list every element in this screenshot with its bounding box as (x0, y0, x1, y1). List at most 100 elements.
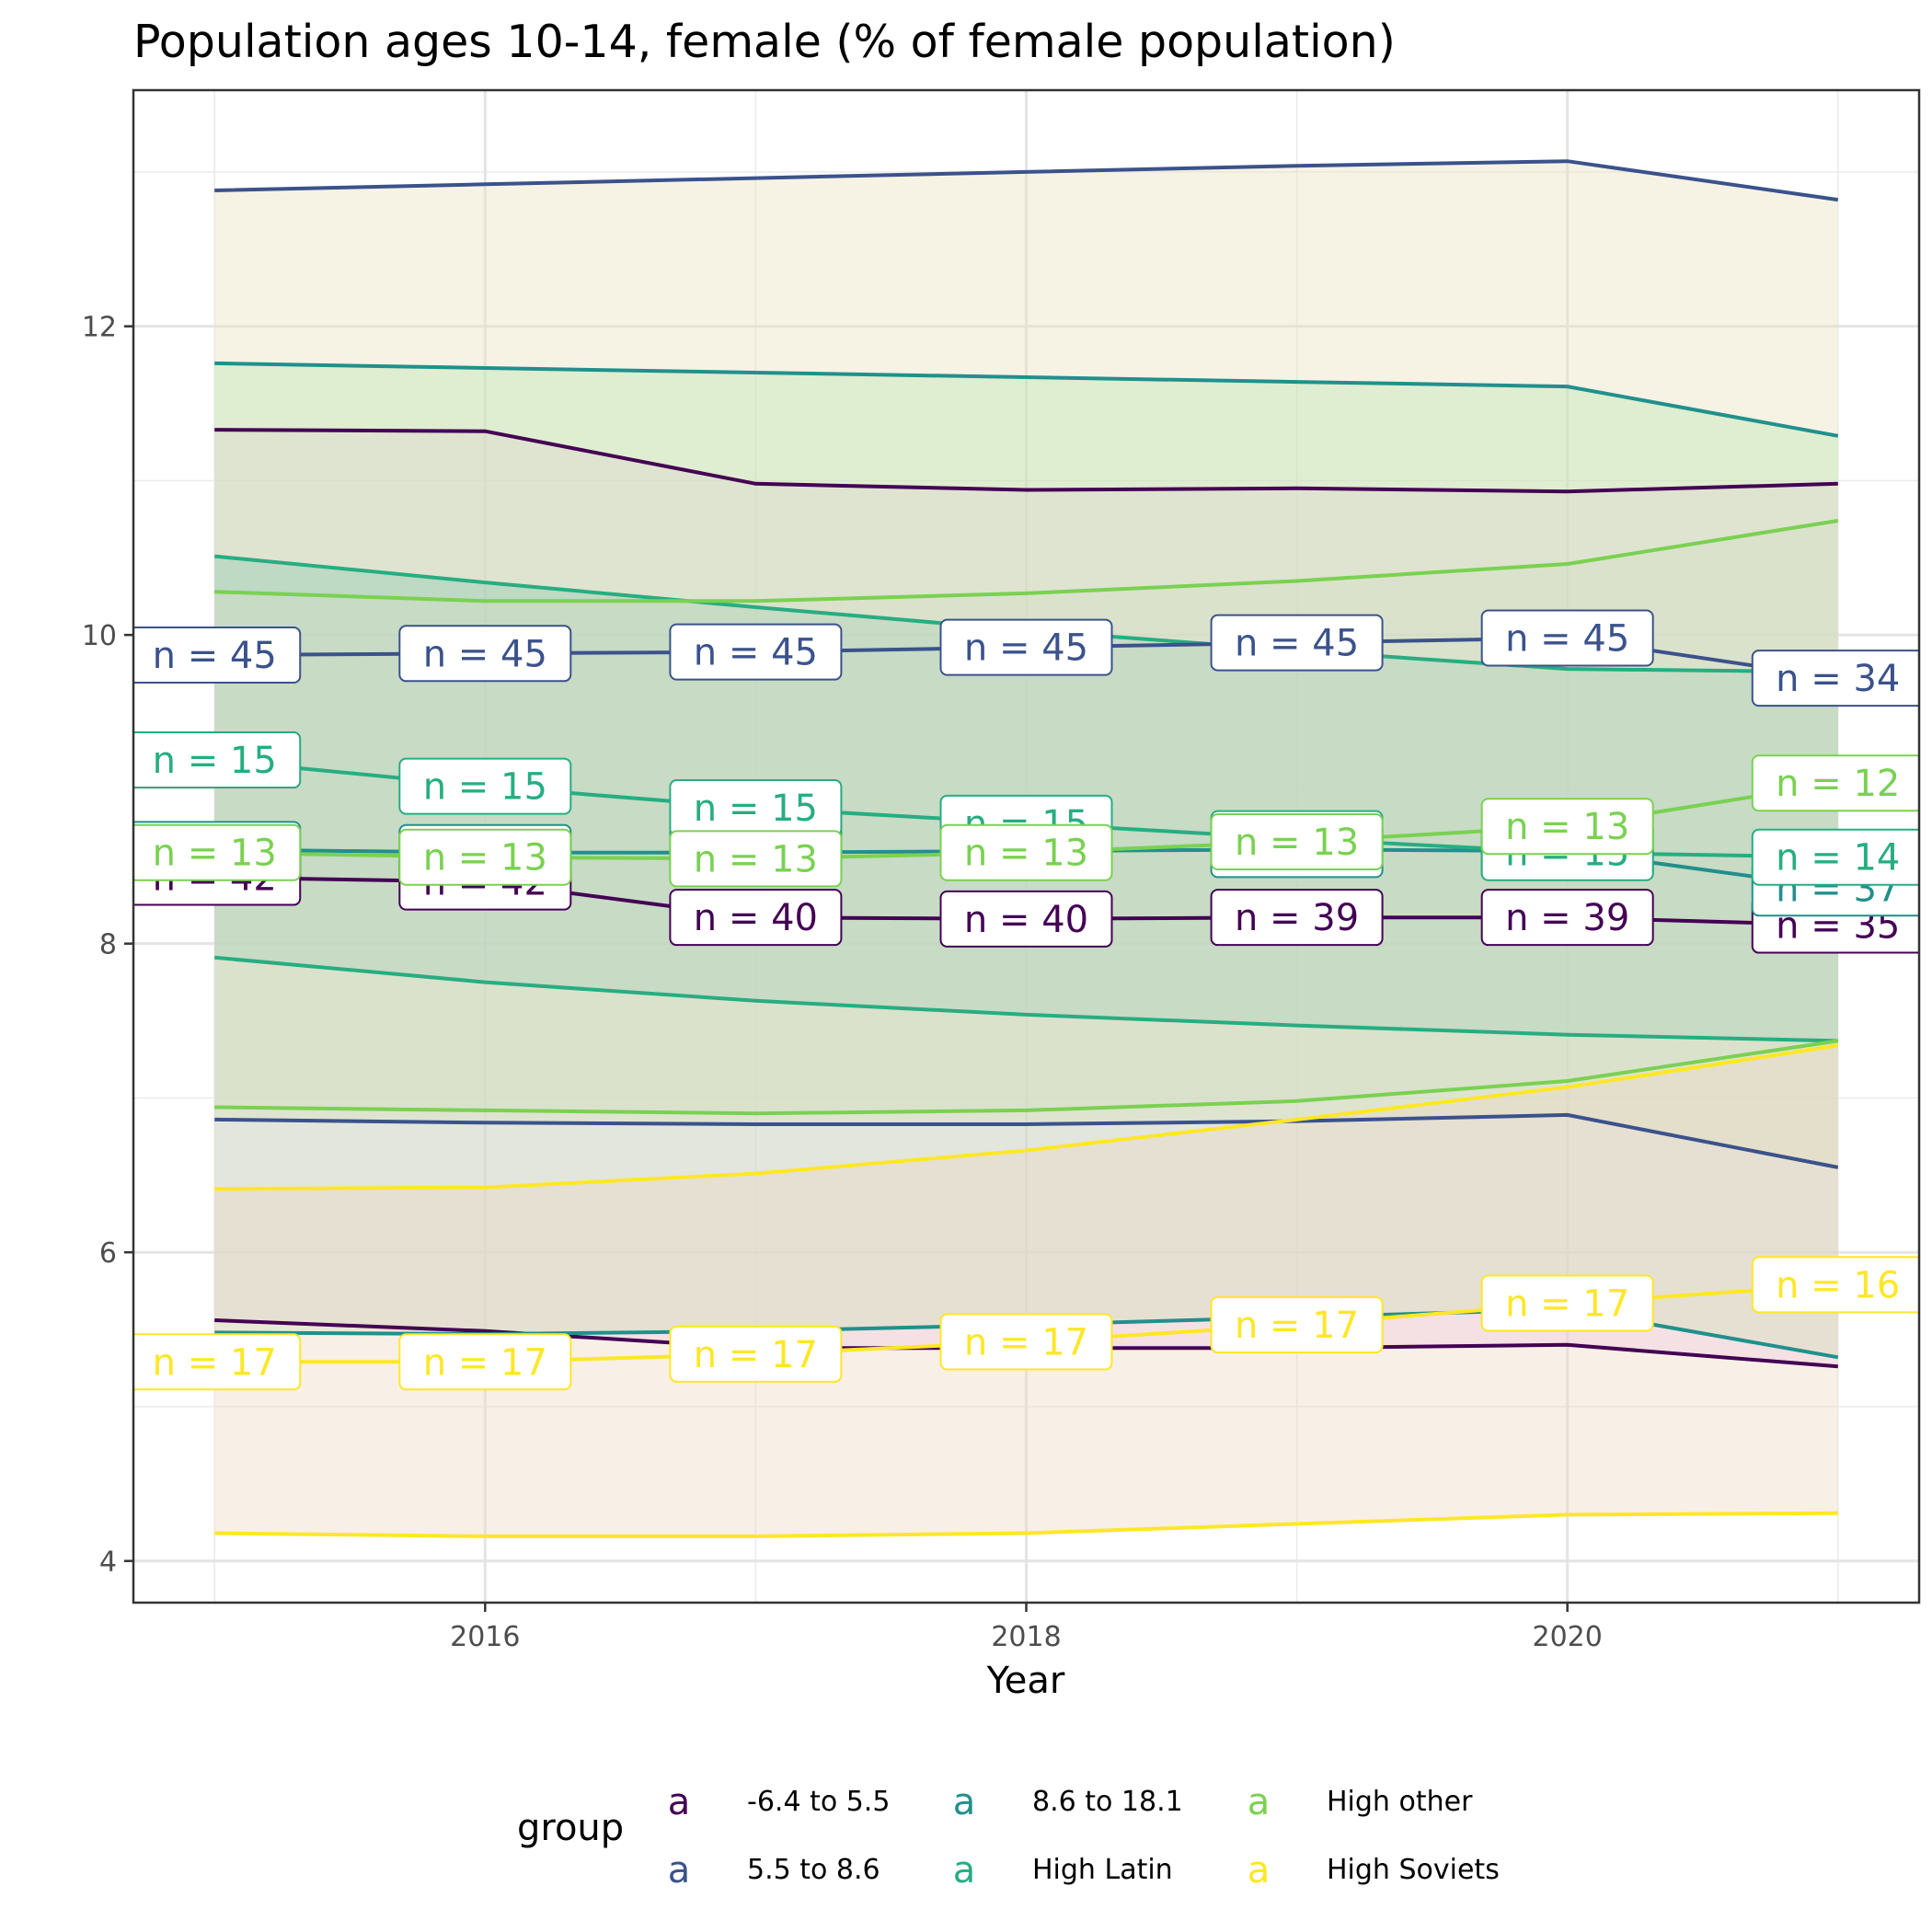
n-label: n = 17 (1210, 1296, 1384, 1354)
n-label: n = 17 (398, 1333, 572, 1391)
legend: group a -6.4 to 5.5 a 5.5 to 8.6 a 8.6 to 18.1… (517, 1781, 1500, 1892)
n-label-text: n = 45 (964, 627, 1088, 670)
n-label-box (669, 1325, 843, 1383)
legend-key: a (953, 1849, 976, 1892)
n-label-box (398, 625, 572, 683)
y-tick-label: 4 (99, 1547, 117, 1579)
n-label: n = 40 (939, 890, 1113, 948)
n-label-box (1751, 754, 1919, 812)
legend-item: a 8.6 to 18.1 (953, 1781, 1183, 1823)
n-label-box (398, 757, 572, 815)
n-label-text: n = 17 (423, 1341, 547, 1384)
n-label: n = 15 (133, 731, 302, 789)
n-label-text: n = 13 (694, 838, 818, 880)
n-label-box (669, 889, 843, 947)
legend-key: a (1248, 1781, 1271, 1823)
n-label-text: n = 45 (423, 633, 547, 675)
n-label-text: n = 13 (423, 837, 547, 880)
n-label-box (1480, 798, 1654, 856)
n-label-text: n = 14 (1776, 837, 1900, 880)
lower-line-4 (214, 1039, 1839, 1116)
legend-item: a High other (1248, 1781, 1473, 1823)
upper-line-1 (214, 159, 1839, 202)
n-label-text: n = 45 (694, 632, 818, 674)
lower-line-1 (214, 1112, 1839, 1169)
n-label: n = 34 (1751, 650, 1919, 707)
n-label-text: n = 15 (423, 766, 547, 809)
n-label-text: n = 39 (1505, 897, 1629, 939)
n-label-text: n = 45 (1235, 623, 1359, 665)
n-label: n = 17 (133, 1333, 302, 1391)
legend-key: a (668, 1849, 691, 1892)
n-label: n = 13 (398, 828, 572, 886)
n-label-box (1210, 889, 1384, 947)
lower-line-5 (214, 1511, 1838, 1538)
n-label-text: n = 40 (694, 897, 818, 939)
n-label: n = 45 (669, 623, 843, 681)
n-label: n = 17 (939, 1313, 1113, 1371)
n-label-text: n = 13 (964, 833, 1088, 875)
plot-area: n = 42n = 42n = 40n = 40n = 39n = 39n = … (82, 88, 1921, 1653)
y-tick-label: 10 (82, 620, 117, 652)
legend-key: a (953, 1781, 976, 1823)
legend-title: group (517, 1807, 624, 1849)
chart-title: Population ages 10-14, female (% of fema… (133, 16, 1396, 68)
legend-label: High other (1327, 1786, 1473, 1818)
n-label-text: n = 45 (153, 635, 277, 677)
legend-label: -6.4 to 5.5 (747, 1786, 890, 1818)
n-label-text: n = 12 (1776, 763, 1900, 805)
n-label: n = 15 (398, 757, 572, 815)
n-label-text: n = 17 (1505, 1283, 1629, 1326)
n-label-box (133, 626, 302, 684)
n-label-text: n = 40 (964, 899, 1088, 941)
n-label: n = 13 (133, 823, 302, 881)
n-label: n = 39 (1480, 889, 1654, 947)
upper-line-4 (214, 519, 1839, 604)
y-tick-label: 6 (99, 1237, 117, 1270)
n-label: n = 17 (669, 1325, 843, 1383)
legend-key: a (668, 1781, 691, 1823)
n-label: n = 13 (939, 823, 1113, 881)
n-label-box (1210, 614, 1384, 672)
n-label-text: n = 17 (1235, 1305, 1359, 1347)
n-label-box (398, 828, 572, 886)
n-labels: n = 42n = 42n = 40n = 40n = 39n = 39n = … (133, 609, 1919, 1391)
n-label-box (939, 890, 1113, 948)
n-label: n = 12 (1751, 754, 1919, 812)
n-label: n = 14 (1751, 828, 1919, 886)
n-label-box (398, 1333, 572, 1391)
y-tick-label: 12 (82, 312, 117, 344)
n-label: n = 45 (1480, 609, 1654, 667)
legend-label: 5.5 to 8.6 (747, 1854, 880, 1886)
n-label: n = 40 (669, 889, 843, 947)
n-label-box (939, 1313, 1113, 1371)
n-label-box (1480, 1274, 1654, 1332)
legend-item: a -6.4 to 5.5 (668, 1781, 891, 1823)
n-label-box (1751, 650, 1919, 707)
ribbon-5 (214, 1045, 1838, 1536)
n-label-box (1210, 1296, 1384, 1354)
n-label-box (1751, 828, 1919, 886)
n-label-box (1480, 609, 1654, 667)
legend-label: 8.6 to 18.1 (1032, 1786, 1183, 1818)
legend-label: High Latin (1032, 1854, 1173, 1886)
n-label-text: n = 39 (1235, 897, 1359, 939)
n-label: n = 15 (669, 779, 843, 837)
n-label-box (133, 731, 302, 789)
x-axis-title: Year (986, 1660, 1065, 1702)
x-tick-label: 2018 (991, 1621, 1061, 1653)
n-label-text: n = 15 (694, 788, 818, 830)
n-label-box (1751, 1256, 1919, 1314)
x-tick-label: 2016 (450, 1621, 520, 1653)
n-label-text: n = 17 (964, 1321, 1088, 1363)
legend-label: High Soviets (1327, 1854, 1500, 1886)
n-label: n = 45 (939, 618, 1113, 676)
n-label-box (939, 618, 1113, 676)
n-label: n = 16 (1751, 1256, 1919, 1314)
n-label: n = 13 (1210, 812, 1384, 870)
legend-key: a (1248, 1849, 1271, 1892)
n-label-box (1480, 889, 1654, 947)
n-label-box (669, 830, 843, 888)
